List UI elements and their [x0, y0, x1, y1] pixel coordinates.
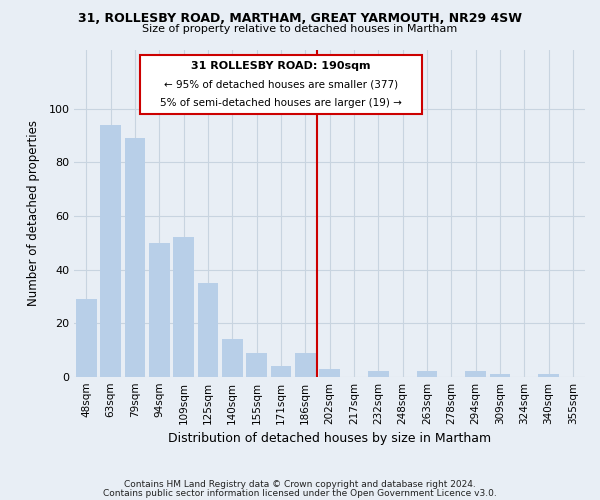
Bar: [246, 352, 267, 376]
Bar: [538, 374, 559, 376]
Bar: [465, 372, 486, 376]
Bar: [197, 283, 218, 376]
Bar: [100, 125, 121, 376]
Bar: [149, 243, 170, 376]
Bar: [271, 366, 291, 376]
Bar: [416, 372, 437, 376]
Text: 31, ROLLESBY ROAD, MARTHAM, GREAT YARMOUTH, NR29 4SW: 31, ROLLESBY ROAD, MARTHAM, GREAT YARMOU…: [78, 12, 522, 26]
Text: 31 ROLLESBY ROAD: 190sqm: 31 ROLLESBY ROAD: 190sqm: [191, 60, 371, 70]
Bar: [125, 138, 145, 376]
Bar: [490, 374, 510, 376]
Bar: [319, 368, 340, 376]
Text: 5% of semi-detached houses are larger (19) →: 5% of semi-detached houses are larger (1…: [160, 98, 402, 108]
Text: Contains public sector information licensed under the Open Government Licence v3: Contains public sector information licen…: [103, 488, 497, 498]
Bar: [368, 372, 389, 376]
Bar: [173, 238, 194, 376]
X-axis label: Distribution of detached houses by size in Martham: Distribution of detached houses by size …: [168, 432, 491, 445]
Bar: [140, 56, 422, 114]
Text: ← 95% of detached houses are smaller (377): ← 95% of detached houses are smaller (37…: [164, 80, 398, 90]
Y-axis label: Number of detached properties: Number of detached properties: [27, 120, 40, 306]
Bar: [222, 339, 242, 376]
Bar: [76, 299, 97, 376]
Text: Size of property relative to detached houses in Martham: Size of property relative to detached ho…: [142, 24, 458, 34]
Text: Contains HM Land Registry data © Crown copyright and database right 2024.: Contains HM Land Registry data © Crown c…: [124, 480, 476, 489]
Bar: [295, 352, 316, 376]
